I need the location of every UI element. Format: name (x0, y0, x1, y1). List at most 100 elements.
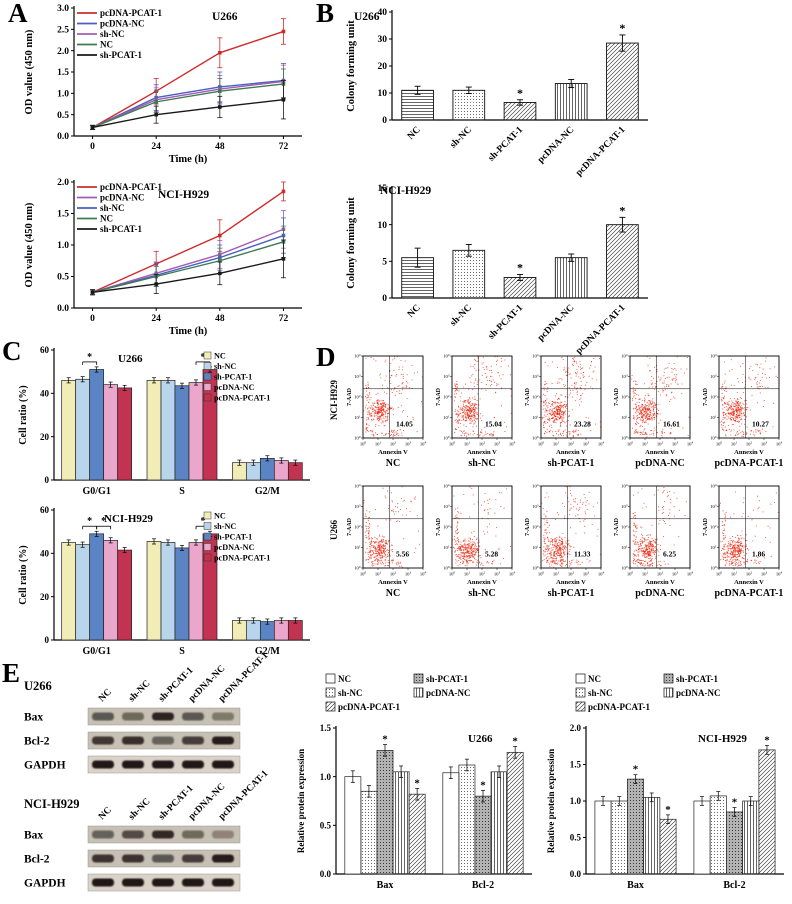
treatment-group-label: sh-PCAT-1 (548, 588, 595, 599)
flow-plot-frame (718, 355, 780, 439)
dot-cloud (541, 356, 601, 438)
significance-star: * (200, 516, 205, 527)
blot-band (92, 830, 114, 839)
legend-label: sh-PCAT-1 (100, 224, 143, 234)
bar (360, 790, 378, 875)
axis-tick-label: 103 (443, 373, 450, 379)
axis-tick-label: 104 (532, 353, 539, 359)
x-tick-label: 48 (215, 142, 225, 152)
axis-tick-label: 100 (443, 565, 450, 571)
bar (452, 89, 486, 121)
axis-tick-label: 102 (568, 441, 575, 447)
legend-swatch (203, 543, 212, 551)
legend-swatch (203, 351, 212, 360)
axis-tick-label: 104 (443, 483, 450, 489)
dot-cloud (453, 356, 512, 437)
blot-band (92, 712, 114, 721)
axis-tick-label: 100 (716, 441, 723, 447)
axis-tick-label: 103 (405, 571, 412, 577)
axis-tick-label: 103 (532, 503, 539, 509)
legend-swatch (203, 511, 212, 520)
blot-band (152, 878, 174, 887)
axis-tick-label: 103 (621, 503, 628, 509)
bar (75, 544, 91, 641)
protein-label: Bcl-2 (24, 736, 50, 748)
bar (103, 539, 119, 641)
x-tick-label: NC (406, 125, 423, 142)
x-axis-label: Annexin V (734, 449, 764, 456)
flow-plot-frame (629, 485, 691, 569)
data-point (218, 105, 222, 109)
y-tick-label: 0 (45, 475, 50, 485)
protein-expression-chart-u266: 0.0 0.5 1.0 1.5 Relative protein expression U… (296, 673, 532, 891)
significance-star: * (101, 516, 106, 527)
x-tick-label: 0 (90, 314, 95, 324)
significance-star: * (665, 804, 671, 816)
chart-title: NCI-H929 (104, 513, 153, 525)
axis-tick-label: 102 (354, 394, 361, 400)
blot-band (92, 760, 114, 769)
legend-label: sh-NC (588, 688, 613, 698)
axis-tick-label: 100 (710, 565, 717, 571)
blot-band (92, 878, 114, 887)
protein-label: GAPDH (24, 760, 66, 772)
blot-band (122, 712, 144, 721)
y-tick-label: 60 (40, 505, 50, 515)
flow-cytometry-row-u266: U2665.56100100101101102102103103104104An… (329, 483, 784, 599)
x-tick-label: pcDNA-PCAT-1 (574, 303, 628, 357)
axis-tick-label: 100 (621, 435, 628, 441)
legend-swatch (663, 673, 674, 684)
y-tick-label: 0.5 (570, 833, 582, 843)
blot-band (122, 830, 144, 839)
axis-tick-label: 102 (746, 571, 753, 577)
bar (606, 224, 639, 299)
y-tick-label: 40 (40, 389, 50, 399)
axis-tick-label: 100 (627, 571, 634, 577)
x-tick-label: pcDNA-NC (536, 303, 576, 343)
axis-tick-label: 102 (621, 524, 628, 530)
axis-tick-label: 102 (390, 441, 397, 447)
quadrant-percentage: 1.86 (752, 550, 765, 559)
blot-band (212, 830, 234, 839)
data-point (154, 112, 158, 117)
x-tick-label: G0/G1 (82, 486, 110, 497)
axis-tick-label: 103 (672, 441, 679, 447)
axis-tick-label: 103 (443, 503, 450, 509)
axis-tick-label: 101 (532, 414, 539, 420)
x-axis-label: Annexin V (556, 449, 586, 456)
bar (188, 382, 204, 481)
axis-tick-label: 104 (598, 571, 605, 577)
blot-band (212, 854, 234, 863)
panel-letter-b: B (316, 0, 335, 28)
y-tick-label: 1.0 (570, 796, 582, 806)
y-axis-label: 7-AAD (703, 517, 709, 536)
y-axis-label: 7-AAD (347, 517, 353, 536)
axis-tick-label: 100 (716, 571, 723, 577)
axis-tick-label: 100 (710, 435, 717, 441)
significance-star: * (87, 352, 92, 363)
axis-tick-label: 104 (621, 483, 628, 489)
y-tick-label: 15 (378, 184, 388, 194)
x-tick-label: sh-PCAT-1 (487, 125, 526, 164)
y-tick-label: 1.5 (320, 723, 332, 733)
axis-tick-label: 100 (449, 441, 456, 447)
legend-label: pcDNA-PCAT-1 (588, 702, 650, 712)
treatment-group-label: sh-NC (468, 458, 495, 469)
axis-tick-label: 101 (621, 414, 628, 420)
y-tick-label: 0 (45, 635, 50, 645)
legend-swatch (575, 687, 586, 698)
x-tick-label: Bax (377, 880, 394, 891)
chart-title: NCI-H929 (698, 733, 747, 745)
axis-tick-label: 104 (443, 353, 450, 359)
x-axis-label: Annexin V (556, 579, 586, 586)
x-axis-label: Annexin V (378, 579, 408, 586)
y-axis-label: OD value (450 nm) (24, 29, 35, 114)
data-point (281, 29, 286, 34)
bar (709, 795, 727, 875)
axis-tick-label: 100 (354, 435, 361, 441)
treatment-group-label: pcDNA-PCAT-1 (715, 588, 784, 599)
axis-tick-label: 100 (449, 571, 456, 577)
axis-tick-label: 102 (746, 441, 753, 447)
panel-letter-e: E (2, 658, 21, 688)
axis-tick-label: 102 (710, 394, 717, 400)
